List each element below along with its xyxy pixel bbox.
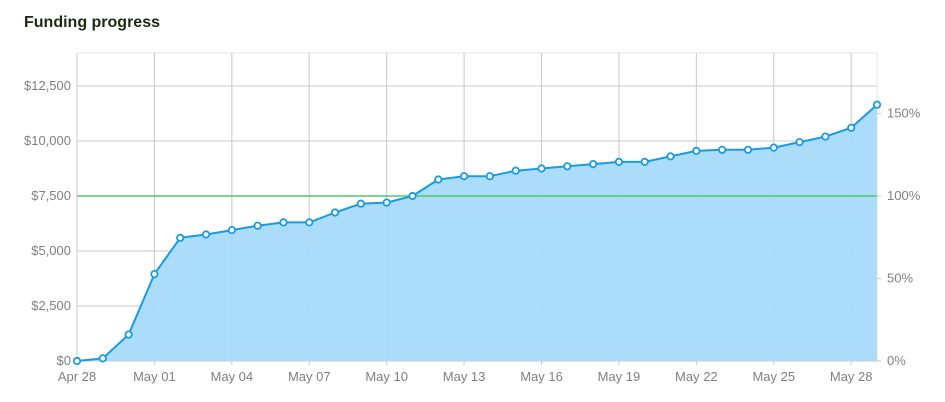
data-point [201,230,211,239]
data-point [795,138,804,147]
data-point [408,191,417,201]
series-line [76,103,878,362]
data-point [743,145,753,154]
data-point [769,143,778,152]
data-point [98,354,107,363]
y2-tick-label: 150% [887,106,921,121]
data-point [872,100,882,109]
chart-title: Funding progress [24,14,160,31]
data-point [485,172,495,181]
area-fill [77,104,877,361]
data-point [330,208,340,217]
data-point [279,218,288,227]
y-tick-label: $0 [57,353,71,368]
data-point [563,162,572,171]
data-point [666,152,675,161]
data-point [821,132,830,141]
data-point [356,199,365,208]
x-tick-label: May 28 [830,369,873,384]
y-tick-label: $5,000 [31,243,71,258]
x-tick-label: May 10 [365,369,408,384]
data-point [150,269,159,279]
data-point [434,175,443,184]
x-tick-label: May 13 [443,369,486,384]
x-tick-label: May 16 [520,369,563,384]
y-tick-label: $10,000 [24,133,71,148]
data-point [305,218,314,227]
data-point [718,145,727,154]
y-tick-label: $7,500 [31,188,71,203]
y2-tick-label: 100% [887,188,921,203]
y-tick-label: $2,500 [31,298,71,313]
data-point [459,172,469,181]
x-tick-label: May 19 [598,369,641,384]
data-point [692,146,701,155]
data-point [176,233,185,242]
data-point [124,330,133,339]
x-tick-label: May 25 [752,369,795,384]
x-tick-label: May 01 [133,369,176,384]
x-tick-label: Apr 28 [58,369,96,384]
data-point [640,157,649,166]
x-tick-label: May 04 [211,369,254,384]
y-tick-label: $12,500 [24,78,71,93]
data-points [72,100,882,366]
x-tick-label: May 22 [675,369,718,384]
data-point [253,221,262,230]
data-point [847,123,856,132]
y2-tick-label: 50% [887,271,913,286]
x-tick-label: May 07 [288,369,331,384]
data-point [537,164,546,173]
axis-labels: $0 $2,500 $5,000 $7,500 $10,000 $12,500 0% 50% 1… [24,78,921,384]
data-point [72,356,82,366]
data-point [227,226,236,235]
data-point [614,157,624,166]
data-point [511,166,520,175]
data-point [382,198,391,207]
y2-tick-label: 0% [887,353,906,368]
data-point [589,160,598,169]
